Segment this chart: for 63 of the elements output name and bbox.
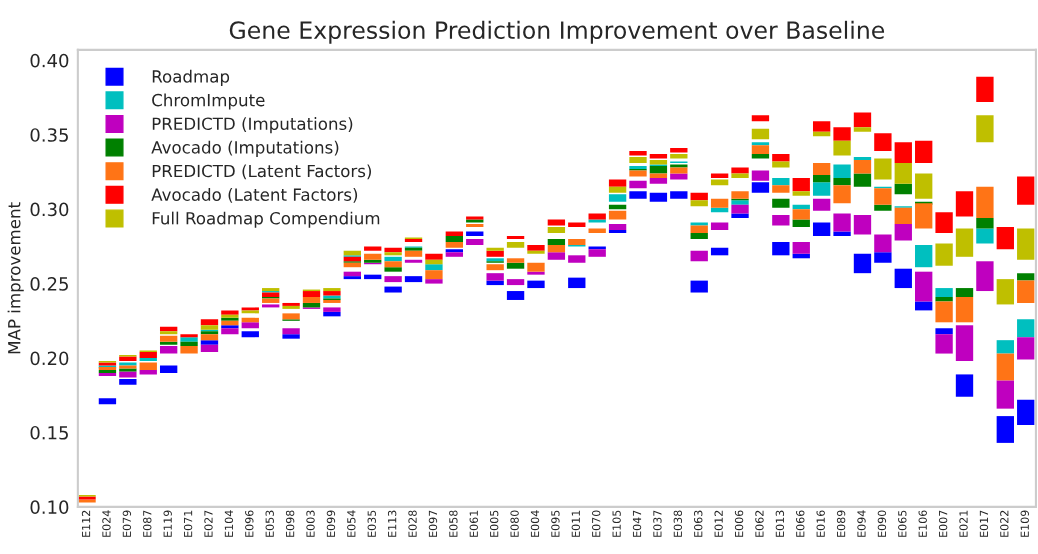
x-tick-label: E094 xyxy=(857,510,866,537)
x-tick-label: E080 xyxy=(510,510,519,537)
x-tick-label: E037 xyxy=(653,510,662,537)
x-tick-label: E099 xyxy=(326,510,336,537)
x-tick-label: E013 xyxy=(775,510,785,537)
legend-label: PREDICTD (Latent Factors) xyxy=(152,164,372,180)
x-tick-label: E070 xyxy=(592,510,601,537)
x-tick-label: E058 xyxy=(449,510,458,537)
x-tick-label: E071 xyxy=(183,510,193,537)
y-tick-label: 0.15 xyxy=(30,425,68,440)
x-tick-label: E106 xyxy=(918,510,927,537)
legend-label: Full Roadmap Compendium xyxy=(152,211,380,228)
chart-title: Gene Expression Prediction Improvement over Baseline xyxy=(229,20,885,44)
x-tick-label: E087 xyxy=(143,510,152,537)
y-tick-label: 0.30 xyxy=(30,202,69,217)
x-tick-label: E095 xyxy=(551,510,560,537)
legend-label: Avocado (Imputations) xyxy=(151,140,339,157)
legend-label: PREDICTD (Imputations) xyxy=(152,117,353,134)
x-tick-label: E024 xyxy=(102,510,111,537)
x-tick-label: E054 xyxy=(347,510,356,537)
x-tick-label: E097 xyxy=(428,510,438,537)
x-tick-label: E017 xyxy=(979,510,989,537)
x-tick-label: E011 xyxy=(571,510,581,537)
x-tick-label: E119 xyxy=(163,510,172,537)
y-tick-label: 0.35 xyxy=(30,128,68,142)
x-tick-label: E062 xyxy=(755,510,764,537)
x-tick-label: E016 xyxy=(816,510,825,537)
x-tick-label: E063 xyxy=(694,510,703,537)
x-tick-label: E038 xyxy=(673,510,683,537)
x-tick-label: E022 xyxy=(1000,510,1009,537)
y-tick-label: 0.10 xyxy=(30,500,69,515)
x-tick-label: E112 xyxy=(81,510,91,537)
y-tick-label: 0.25 xyxy=(30,277,68,291)
legend-label: ChromImpute xyxy=(152,93,265,110)
x-tick-label: E047 xyxy=(632,510,642,537)
x-tick-label: E005 xyxy=(489,510,499,537)
x-tick-label: E066 xyxy=(796,510,805,537)
x-tick-label: E090 xyxy=(877,510,887,537)
x-tick-label: E089 xyxy=(836,510,846,537)
x-tick-label: E021 xyxy=(959,510,968,537)
x-tick-label: E065 xyxy=(898,510,907,537)
x-tick-label: E104 xyxy=(224,510,234,537)
x-tick-label: E113 xyxy=(387,510,397,537)
x-tick-label: E105 xyxy=(612,510,621,537)
x-tick-label: E035 xyxy=(367,510,376,537)
x-tick-label: E012 xyxy=(714,510,723,537)
x-tick-label: E028 xyxy=(408,510,417,537)
legend-label: Avocado (Latent Factors) xyxy=(151,188,358,203)
y-axis-title: MAP improvement xyxy=(7,202,24,354)
x-tick-label: E004 xyxy=(530,510,540,537)
x-tick-label: E098 xyxy=(285,510,295,537)
x-tick-label: E027 xyxy=(204,510,213,537)
y-tick-label: 0.20 xyxy=(30,351,69,366)
x-tick-label: E109 xyxy=(1020,510,1029,537)
x-tick-label: E053 xyxy=(265,510,274,537)
legend-label: Roadmap xyxy=(152,69,230,86)
x-tick-label: E079 xyxy=(122,510,132,537)
x-tick-label: E007 xyxy=(938,510,948,537)
x-tick-label: E096 xyxy=(245,510,254,537)
y-tick-label: 0.40 xyxy=(30,53,69,68)
x-tick-label: E003 xyxy=(306,510,315,537)
x-tick-label: E061 xyxy=(469,510,478,537)
x-tick-label: E006 xyxy=(734,510,744,537)
